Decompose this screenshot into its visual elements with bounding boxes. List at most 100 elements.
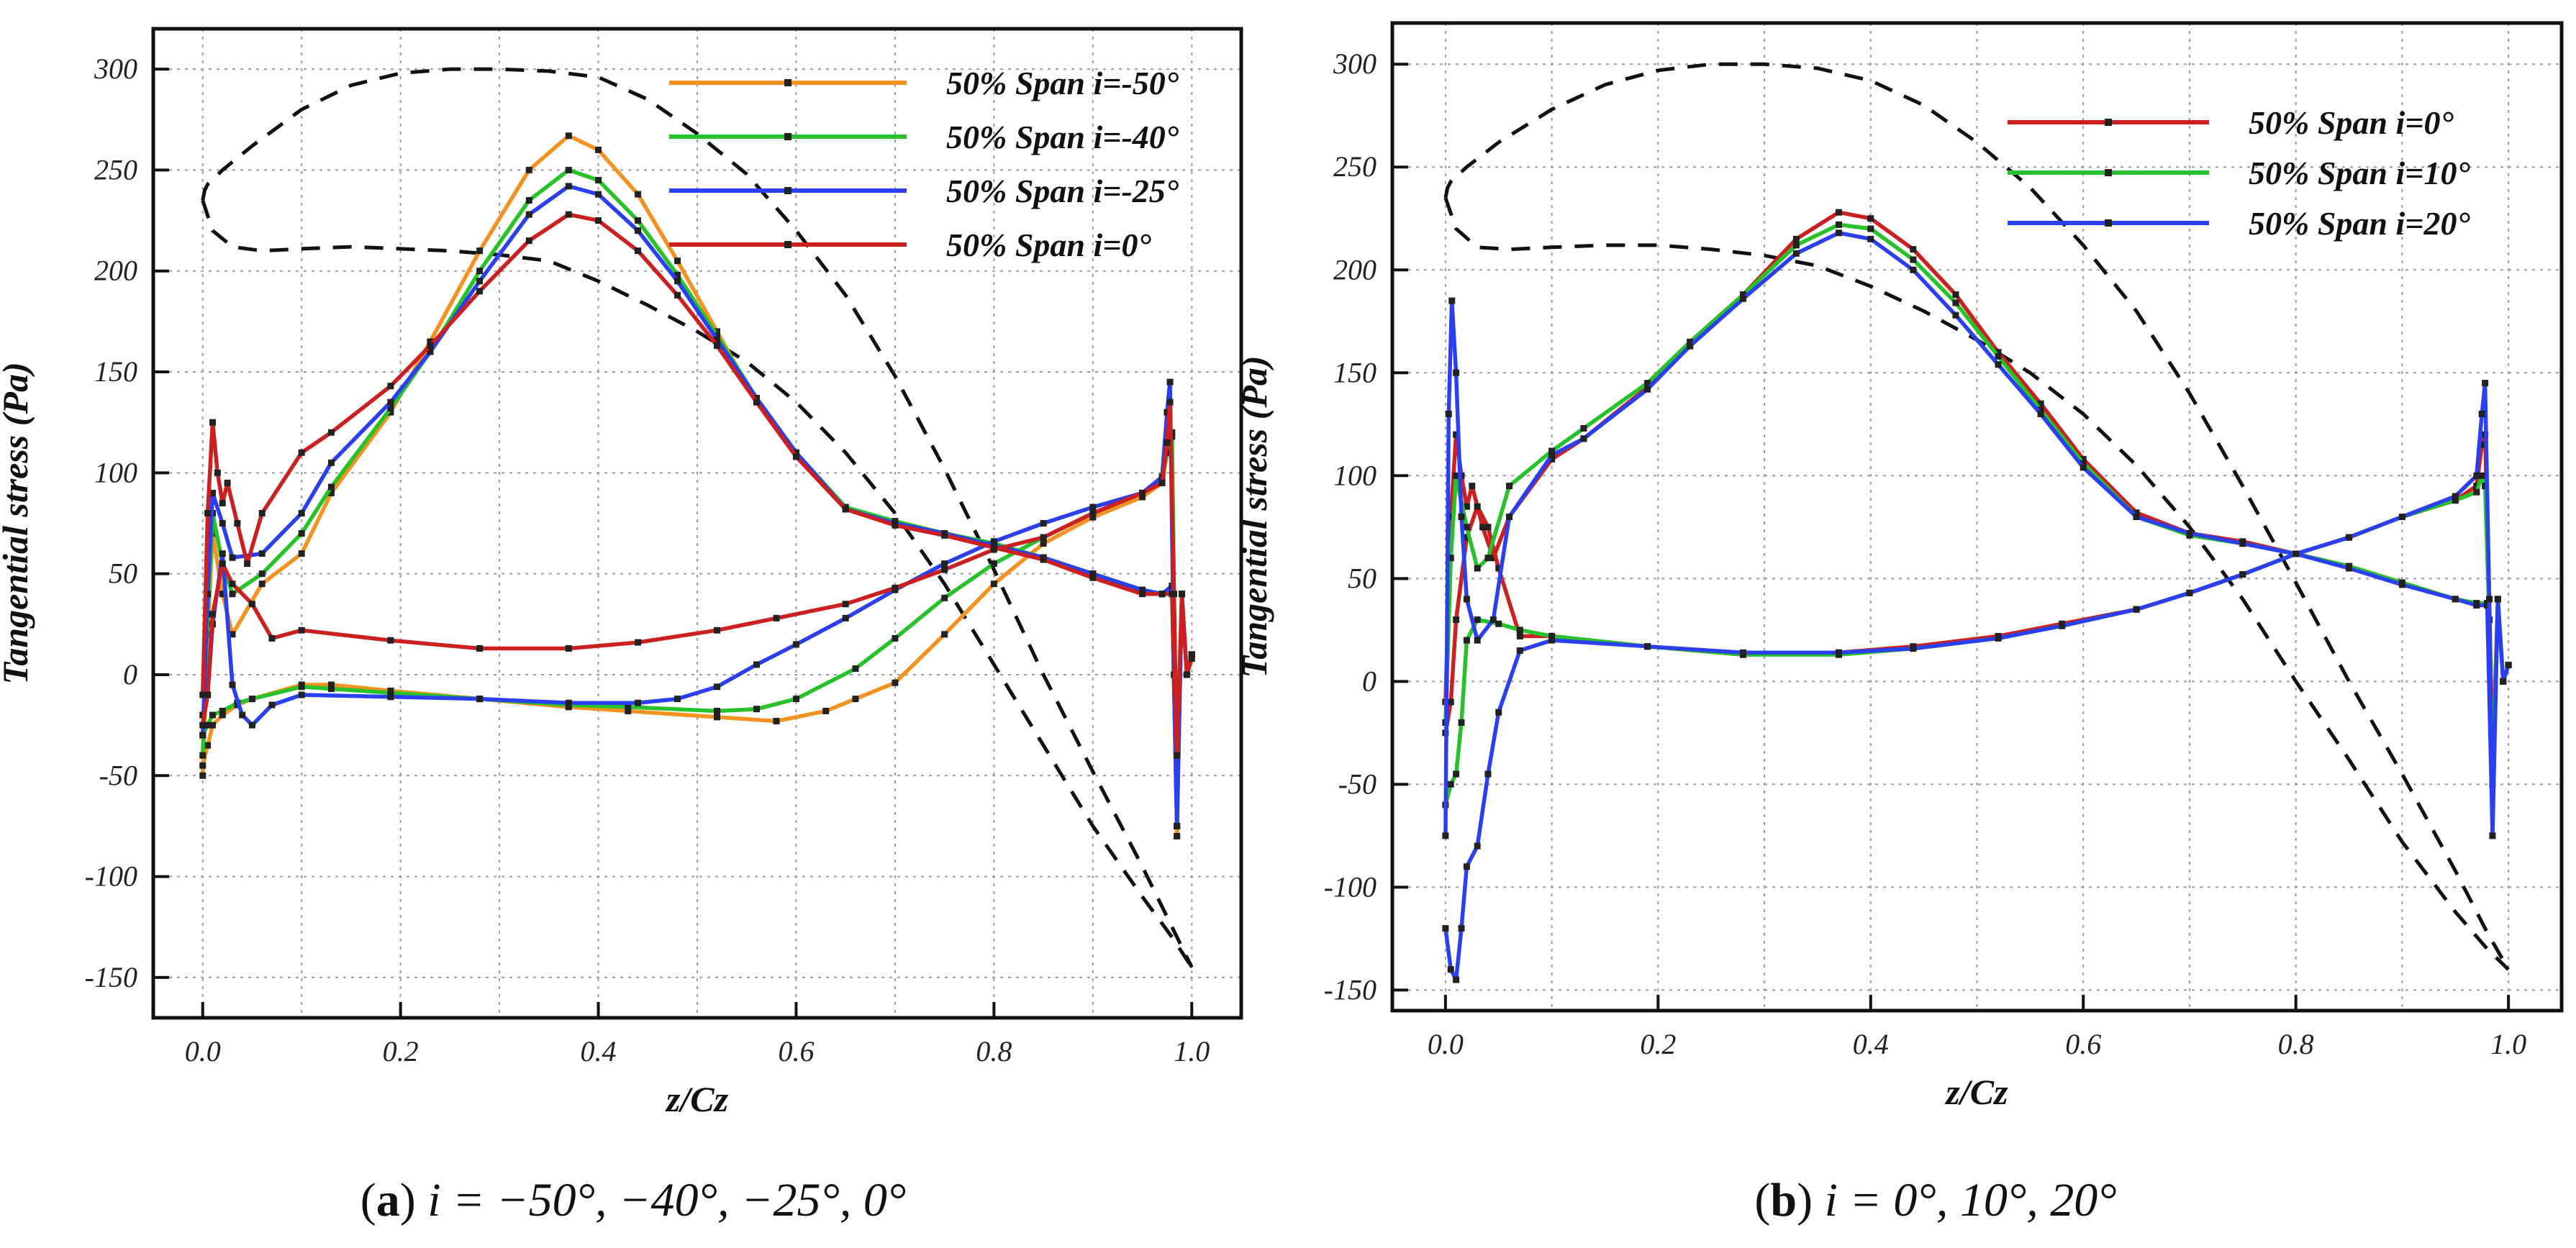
panel-b-frame — [1390, 21, 2564, 1013]
data-point — [2398, 514, 2405, 520]
data-point — [1447, 555, 1454, 562]
data-point — [1463, 534, 1470, 541]
data-point — [525, 166, 532, 173]
data-point — [2452, 596, 2459, 603]
data-point — [298, 509, 305, 516]
blade-profile-upper — [201, 67, 1194, 968]
data-point — [674, 271, 681, 278]
panel-a-caption-label: a — [376, 1174, 400, 1226]
data-point — [258, 580, 266, 588]
data-point — [1040, 520, 1047, 527]
data-point — [1463, 524, 1470, 531]
data-point — [1995, 634, 2002, 642]
panel-b-blade-profile — [1443, 62, 2511, 971]
data-point — [204, 691, 212, 698]
data-point — [1448, 297, 1456, 304]
y-tick-label: 200 — [94, 255, 137, 287]
data-point — [1548, 455, 1556, 463]
data-point — [2080, 464, 2087, 471]
data-point — [2494, 596, 2501, 603]
data-point — [2133, 514, 2140, 520]
data-point — [842, 601, 849, 608]
data-point — [1489, 555, 1497, 562]
panel-a-ylabel: Tangential stress (Pa) — [0, 362, 35, 684]
data-point — [268, 634, 276, 642]
x-tick-label: 0.8 — [2278, 1028, 2314, 1060]
data-point — [219, 520, 226, 527]
panel-b-ylabel: Tangential stress (Pa) — [1234, 355, 1274, 678]
legend-label: 50% Span i=-50° — [946, 65, 1179, 101]
data-point — [2473, 488, 2480, 496]
data-point — [1506, 483, 1513, 490]
data-point — [199, 762, 207, 769]
legend-label: 50% Span i=10° — [2249, 155, 2470, 191]
data-point — [892, 521, 899, 529]
data-point — [1835, 209, 1842, 216]
data-point — [2489, 832, 2496, 839]
data-point — [1687, 338, 1694, 345]
data-point — [1183, 671, 1190, 678]
data-point — [2346, 565, 2353, 572]
data-point — [1458, 925, 1465, 932]
x-tick-label: 0.8 — [976, 1035, 1012, 1067]
data-point — [595, 191, 602, 198]
y-tick-label: 250 — [94, 153, 137, 186]
data-point — [565, 183, 572, 190]
data-point — [1910, 266, 1917, 273]
x-tick-label: 0.0 — [185, 1035, 221, 1067]
data-point — [1792, 250, 1800, 257]
data-point — [1463, 637, 1470, 644]
legend-label: 50% Span i=-40° — [946, 119, 1179, 155]
data-point — [204, 509, 212, 516]
y-tick-label: 0 — [1362, 665, 1377, 697]
data-point — [1469, 483, 1476, 490]
data-point — [258, 509, 266, 516]
panel-a-caption-text: i = −50°, −40°, −25°, 0° — [427, 1174, 906, 1226]
data-point — [792, 696, 799, 703]
data-point — [713, 328, 720, 335]
data-point — [941, 532, 948, 539]
data-point — [1867, 215, 1874, 222]
data-point — [1484, 524, 1492, 531]
data-point — [713, 627, 720, 634]
data-point — [219, 550, 226, 557]
data-point — [1995, 361, 2002, 368]
data-point — [635, 247, 642, 255]
data-point — [2292, 550, 2300, 557]
data-point — [1495, 620, 1502, 627]
data-point — [1484, 555, 1492, 562]
y-tick-label: 250 — [1333, 150, 1377, 183]
data-point — [1835, 221, 1842, 228]
data-point — [1910, 246, 1917, 253]
data-point — [892, 584, 899, 591]
data-point — [476, 645, 484, 652]
data-point — [1174, 832, 1181, 839]
data-point — [565, 645, 572, 652]
data-point — [1952, 299, 1959, 306]
data-point — [1952, 311, 1959, 319]
data-point — [1040, 540, 1047, 547]
data-point — [2133, 606, 2140, 613]
data-point — [229, 591, 236, 598]
data-point — [476, 288, 484, 295]
data-point — [2080, 455, 2087, 463]
data-point — [565, 699, 572, 706]
data-point — [1453, 976, 1460, 983]
data-point — [1516, 632, 1523, 639]
data-point — [229, 631, 236, 638]
data-point — [209, 721, 216, 729]
data-point — [2478, 410, 2485, 417]
data-point — [219, 707, 226, 714]
data-point — [941, 631, 948, 638]
data-point — [2452, 493, 2459, 500]
data-point — [713, 707, 720, 714]
data-point — [204, 742, 212, 749]
y-tick-label: 150 — [1333, 356, 1377, 388]
data-point — [635, 699, 642, 706]
data-point — [990, 546, 997, 553]
data-point — [1474, 503, 1481, 510]
panel-b-legend: 50% Span i=0° 50% Span i=10° 50% Span i=20… — [2008, 104, 2470, 242]
data-point — [1463, 503, 1470, 510]
data-point — [1548, 637, 1556, 644]
data-point — [1867, 225, 1874, 232]
